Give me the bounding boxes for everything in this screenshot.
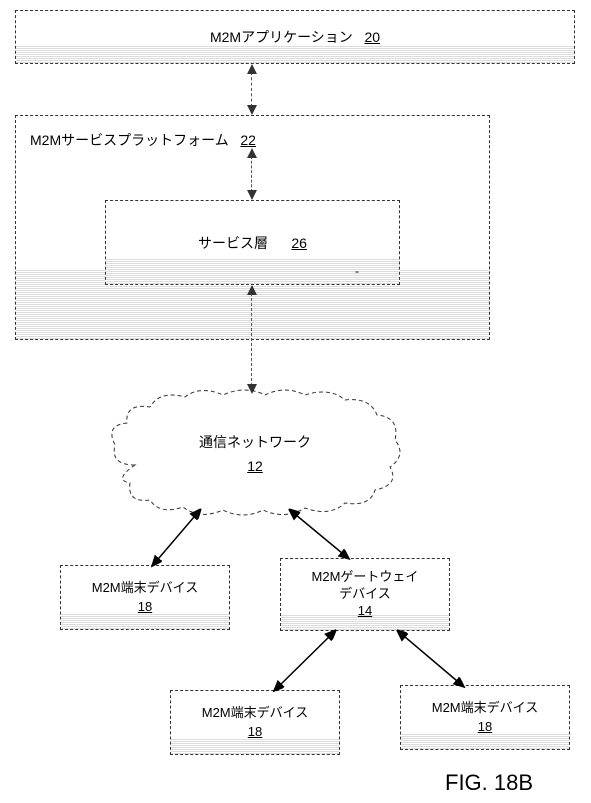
label-gateway-2: デバイス: [312, 586, 419, 603]
label-platform: M2Mサービスプラットフォーム: [30, 132, 229, 148]
label-network: 通信ネットワーク: [199, 432, 311, 452]
cloud-communication-network: 通信ネットワーク 12: [105, 385, 405, 520]
label-terminal-left: M2M端末デバイス: [92, 579, 199, 597]
ref-network: 12: [247, 458, 263, 474]
ref-terminal-bl: 18: [202, 723, 309, 741]
hatch: [171, 739, 339, 754]
label-terminal-bl: M2M端末デバイス: [202, 704, 309, 722]
box-terminal-bl: M2M端末デバイス 18: [170, 690, 340, 755]
ref-terminal-br: 18: [432, 718, 539, 736]
box-gateway: M2Mゲートウェイ デバイス 14: [280, 558, 450, 631]
ref-platform: 22: [240, 132, 256, 148]
ref-service-layer: 26: [291, 235, 307, 251]
label-gateway-1: M2Mゲートウェイ: [312, 569, 419, 586]
label-service-layer: サービス層: [198, 235, 268, 251]
label-app: M2Mアプリケーション: [210, 29, 353, 45]
hatch: [16, 45, 574, 63]
label-terminal-br: M2M端末デバイス: [432, 699, 539, 717]
box-terminal-left: M2M端末デバイス 18: [60, 565, 230, 630]
box-service-layer: サービス層 26 -: [105, 200, 400, 285]
ref-app: 20: [364, 29, 380, 45]
box-m2m-application: M2Mアプリケーション 20: [15, 10, 575, 64]
box-terminal-br: M2M端末デバイス 18: [400, 685, 570, 750]
hatch: [61, 614, 229, 629]
dash-mark: -: [355, 264, 359, 278]
ref-gateway: 14: [312, 603, 419, 620]
figure-label: FIG. 18B: [445, 770, 533, 796]
hatch: [401, 734, 569, 749]
ref-terminal-left: 18: [92, 598, 199, 616]
